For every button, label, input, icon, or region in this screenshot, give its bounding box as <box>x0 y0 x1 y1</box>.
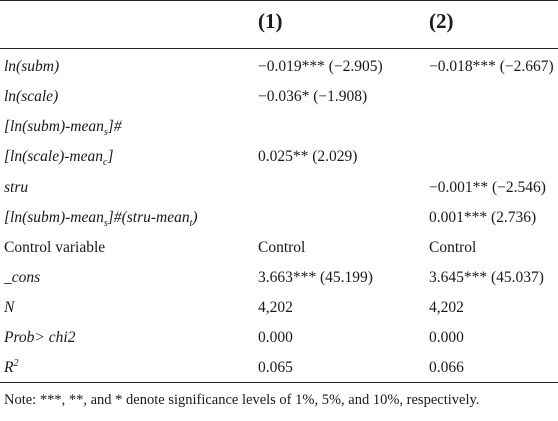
column-header-2: (2) <box>429 9 454 33</box>
row-prob-col2: 0.000 <box>429 329 464 346</box>
row-label-stru: stru <box>4 179 29 196</box>
top-rule <box>0 0 558 1</box>
row-stru-interaction-col2: 0.001*** (2.736) <box>429 209 537 226</box>
row-label-control-variable: Control variable <box>4 239 106 256</box>
row-interaction-col1: 0.025** (2.029) <box>258 148 358 165</box>
row-label-interaction-line1: [ln(subm)-means]# <box>4 118 122 139</box>
bottom-rule <box>0 382 558 383</box>
row-label-interaction-line2: [ln(scale)-meanc] <box>4 148 114 169</box>
row-ln-subm-col2: −0.018*** (−2.667) <box>429 58 554 75</box>
row-label-ln-scale: ln(scale) <box>4 88 59 105</box>
row-ln-subm-col1: −0.019*** (−2.905) <box>258 58 383 75</box>
row-label-n: N <box>4 299 15 316</box>
row-control-col1: Control <box>258 239 306 256</box>
row-n-col2: 4,202 <box>429 299 464 316</box>
row-r2-col2: 0.066 <box>429 359 464 376</box>
header-rule <box>0 48 558 49</box>
row-cons-col2: 3.645*** (45.037) <box>429 269 544 286</box>
row-control-col2: Control <box>429 239 477 256</box>
row-label-prob-chi2: Prob> chi2 <box>4 329 76 346</box>
column-header-1: (1) <box>258 9 283 33</box>
row-stru-col2: −0.001** (−2.546) <box>429 179 546 196</box>
row-ln-scale-col1: −0.036* (−1.908) <box>258 88 368 105</box>
row-label-stru-interaction: [ln(subm)-means]#(stru-meant) <box>4 209 198 230</box>
row-label-cons: _cons <box>4 269 41 286</box>
row-cons-col1: 3.663*** (45.199) <box>258 269 373 286</box>
row-r2-col1: 0.065 <box>258 359 293 376</box>
row-label-r-squared: R2 <box>4 357 19 376</box>
row-n-col1: 4,202 <box>258 299 293 316</box>
table-note: Note: ***, **, and * denote significance… <box>4 392 480 408</box>
row-prob-col1: 0.000 <box>258 329 293 346</box>
row-label-ln-subm: ln(subm) <box>4 58 60 75</box>
